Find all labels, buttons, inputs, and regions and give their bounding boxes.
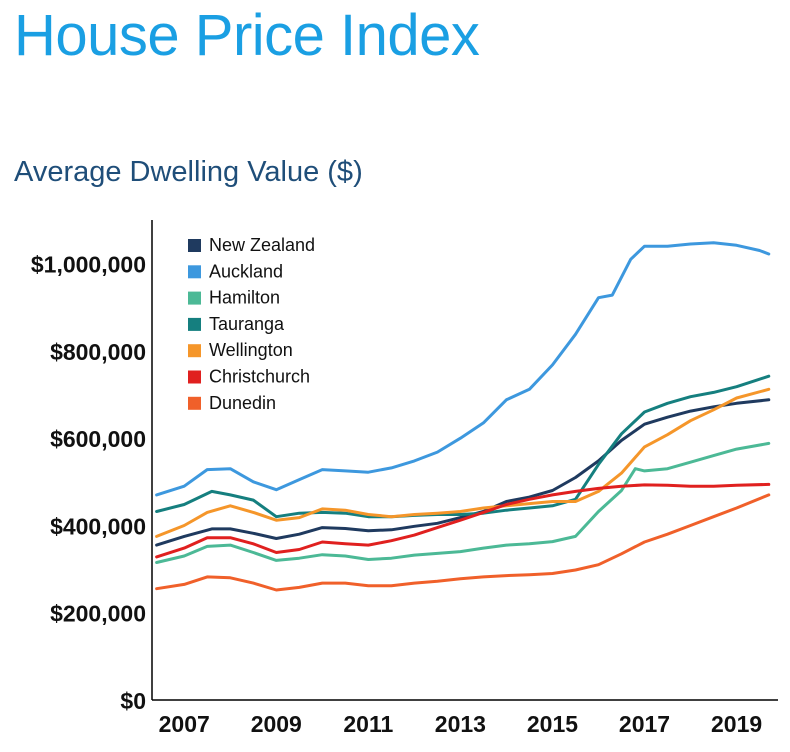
- legend-label: New Zealand: [209, 235, 315, 255]
- legend-label: Auckland: [209, 261, 283, 281]
- series-line-tauranga: [155, 374, 771, 519]
- x-tick-label: 2011: [343, 711, 393, 737]
- y-tick-label: $0: [120, 688, 146, 714]
- legend-label: Hamilton: [209, 288, 280, 308]
- x-tick-label: 2015: [527, 711, 578, 737]
- series-line-wellington: [155, 387, 771, 538]
- legend-swatch: [188, 370, 201, 384]
- chart-axes: $0 $200,000 $400,000 $600,000 $800,000 $1,000…: [31, 220, 778, 737]
- y-tick-label: $400,000: [50, 513, 146, 539]
- legend-label: Wellington: [209, 340, 293, 360]
- series-line-auckland: [155, 241, 771, 497]
- legend-swatch: [188, 396, 201, 410]
- x-tick-label: 2017: [619, 711, 670, 737]
- x-tick-label: 2013: [435, 711, 486, 737]
- legend-swatch: [188, 239, 201, 252]
- chart-subtitle: Average Dwelling Value ($): [14, 156, 363, 188]
- legend-label: Dunedin: [209, 393, 276, 413]
- series-line-hamilton: [155, 441, 771, 564]
- series-line-christchurch: [155, 482, 771, 559]
- legend-swatch: [188, 344, 201, 358]
- x-tick-label: 2019: [711, 711, 762, 737]
- legend-swatch: [188, 317, 201, 331]
- y-tick-label: $200,000: [50, 601, 146, 627]
- series-line-new-zealand: [155, 398, 771, 547]
- y-tick-label: $1,000,000: [31, 252, 146, 278]
- legend-label: Tauranga: [209, 314, 285, 334]
- x-tick-label: 2009: [251, 711, 302, 737]
- chart-series-lines: [155, 241, 771, 592]
- legend-label: Christchurch: [209, 367, 310, 387]
- chart-legend: New Zealand Auckland Hamilton Tauranga Welli…: [188, 235, 315, 413]
- y-tick-label: $600,000: [50, 426, 146, 452]
- x-tick-label: 2007: [159, 711, 210, 737]
- legend-swatch: [188, 291, 201, 305]
- series-line-dunedin: [155, 493, 771, 592]
- y-tick-label: $800,000: [50, 339, 146, 365]
- legend-swatch: [188, 265, 201, 279]
- page-title: House Price Index: [14, 3, 480, 68]
